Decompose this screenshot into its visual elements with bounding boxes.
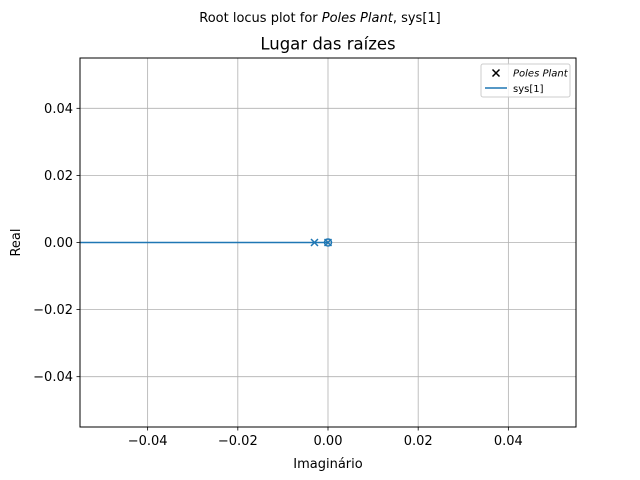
zero-marker — [323, 238, 333, 247]
chart-title: Lugar das raízes — [260, 35, 395, 54]
suptitle-prefix: Root locus plot for — [199, 11, 322, 26]
x-tick-label: −0.02 — [218, 434, 258, 449]
y-axis-label: Real — [9, 228, 24, 256]
y-tick-label: 0.02 — [44, 169, 73, 184]
x-tick-label: −0.04 — [128, 434, 168, 449]
legend-label-sys1: sys[1] — [513, 84, 544, 95]
legend-label-poles: Poles Plant — [513, 69, 569, 80]
y-tick-label: −0.04 — [33, 370, 73, 385]
y-tick-label: 0.00 — [44, 236, 73, 251]
legend: Poles Plant sys[1] — [480, 63, 571, 98]
suptitle-suffix: , sys[1] — [393, 11, 441, 26]
x-tick-label: 0.04 — [494, 434, 523, 449]
x-tick-label: 0.00 — [314, 434, 343, 449]
legend-x-marker-icon — [491, 68, 501, 78]
x-axis-label: Imaginário — [293, 457, 362, 472]
data-marks — [80, 238, 333, 247]
legend-entry-poles: Poles Plant — [491, 68, 569, 80]
legend-entry-sys1: sys[1] — [485, 84, 544, 95]
pole-marker — [310, 238, 319, 247]
pole-marker — [323, 238, 333, 247]
axis-ticks: −0.04 −0.02 0.00 0.02 0.04 0.04 0.02 0.00 −0.02 −… — [33, 102, 523, 449]
y-tick-label: 0.04 — [44, 102, 73, 117]
suptitle-italic: Poles Plant — [322, 11, 394, 26]
x-tick-label: 0.02 — [404, 434, 433, 449]
y-tick-label: −0.02 — [33, 303, 73, 318]
figure-suptitle: Root locus plot for Poles Plant, sys[1] — [199, 11, 440, 26]
